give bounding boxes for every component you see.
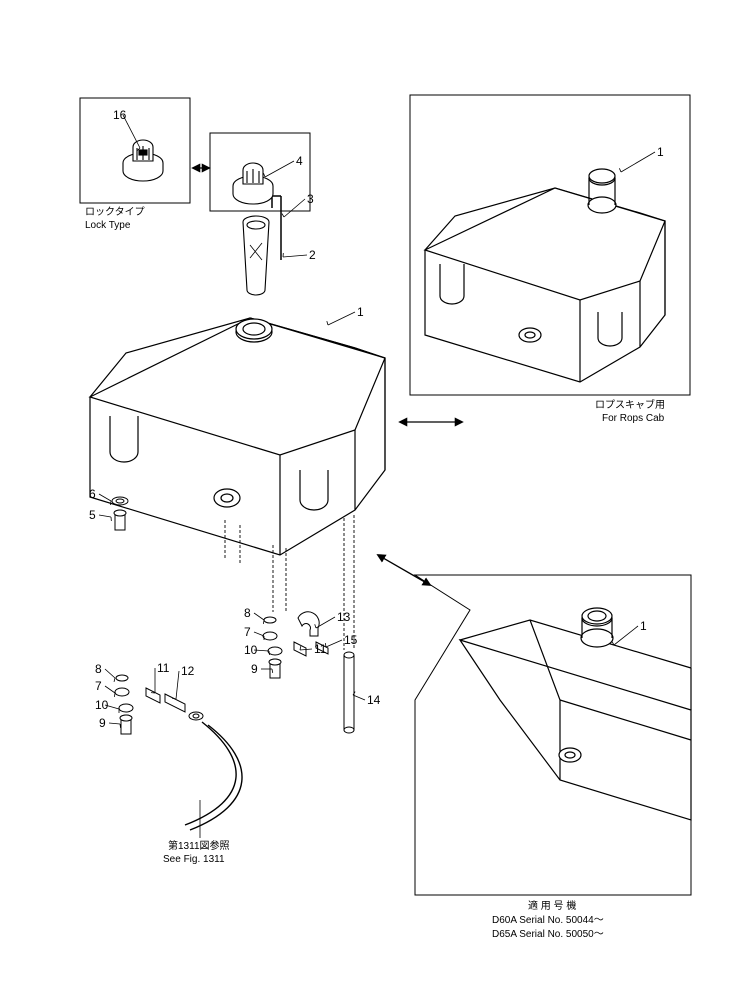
- callout-1: 1: [357, 305, 364, 319]
- svg-text:D65A Serial No. 50050～: D65A Serial No. 50050～: [492, 929, 604, 940]
- fittings-center: [263, 612, 354, 733]
- callout-12: 12: [181, 664, 195, 678]
- fastener-5-6: [112, 497, 128, 530]
- callout-7: 7: [95, 679, 102, 693]
- callout-2: 2: [309, 248, 316, 262]
- callout-14: 14: [367, 693, 381, 707]
- callout-3: 3: [307, 192, 314, 206]
- strainer-tube: [243, 216, 269, 295]
- callout-11: 11: [157, 661, 170, 675]
- serial-l1: D60A Serial No. 50044～: [492, 915, 604, 926]
- callout-13: 13: [337, 610, 351, 624]
- lock-type-jp: ロックタイプ: [85, 206, 145, 218]
- callout-1: 1: [640, 619, 647, 633]
- callout-16: 16: [113, 108, 127, 122]
- diagram-canvas: ロックタイプ Lock Type ロプスキャブ用 For Rops Cab 第1…: [0, 0, 736, 1007]
- callout-11: 11: [314, 642, 327, 656]
- callout-15: 15: [344, 633, 358, 647]
- svg-text:For Rops Cab: For Rops Cab: [602, 413, 665, 424]
- svg-text:ロプスキャブ用: ロプスキャブ用: [595, 398, 665, 411]
- callout-6: 6: [89, 487, 96, 501]
- callout-9: 9: [251, 662, 258, 676]
- svg-text:See Fig. 1311: See Fig. 1311: [163, 854, 225, 865]
- serial-jp: 適 用 号 機: [528, 899, 576, 912]
- callout-8: 8: [244, 606, 251, 620]
- callout-4: 4: [296, 154, 303, 168]
- serial-l2: D65A Serial No. 50050～: [492, 929, 604, 940]
- callout-9: 9: [99, 716, 106, 730]
- svg-text:適 用 号 機: 適 用 号 機: [528, 899, 576, 912]
- callout-8: 8: [95, 662, 102, 676]
- rops-en: For Rops Cab: [602, 413, 665, 424]
- callout-10: 10: [244, 643, 258, 657]
- seefig-en: See Fig. 1311: [163, 854, 225, 865]
- svg-text:Lock Type: Lock Type: [85, 220, 131, 231]
- main-tank: [90, 318, 385, 650]
- rops-jp: ロプスキャブ用: [595, 398, 665, 411]
- callout-1: 1: [657, 145, 664, 159]
- lock-type-en: Lock Type: [85, 220, 131, 231]
- svg-text:D60A Serial No. 50044～: D60A Serial No. 50044～: [492, 915, 604, 926]
- callout-10: 10: [95, 698, 109, 712]
- svg-text:第1311図参照: 第1311図参照: [168, 839, 230, 852]
- svg-text:ロックタイプ: ロックタイプ: [85, 206, 145, 218]
- callout-5: 5: [89, 508, 96, 522]
- fittings-left: [115, 675, 242, 830]
- callout-7: 7: [244, 625, 251, 639]
- seefig-jp: 第1311図参照: [168, 839, 230, 852]
